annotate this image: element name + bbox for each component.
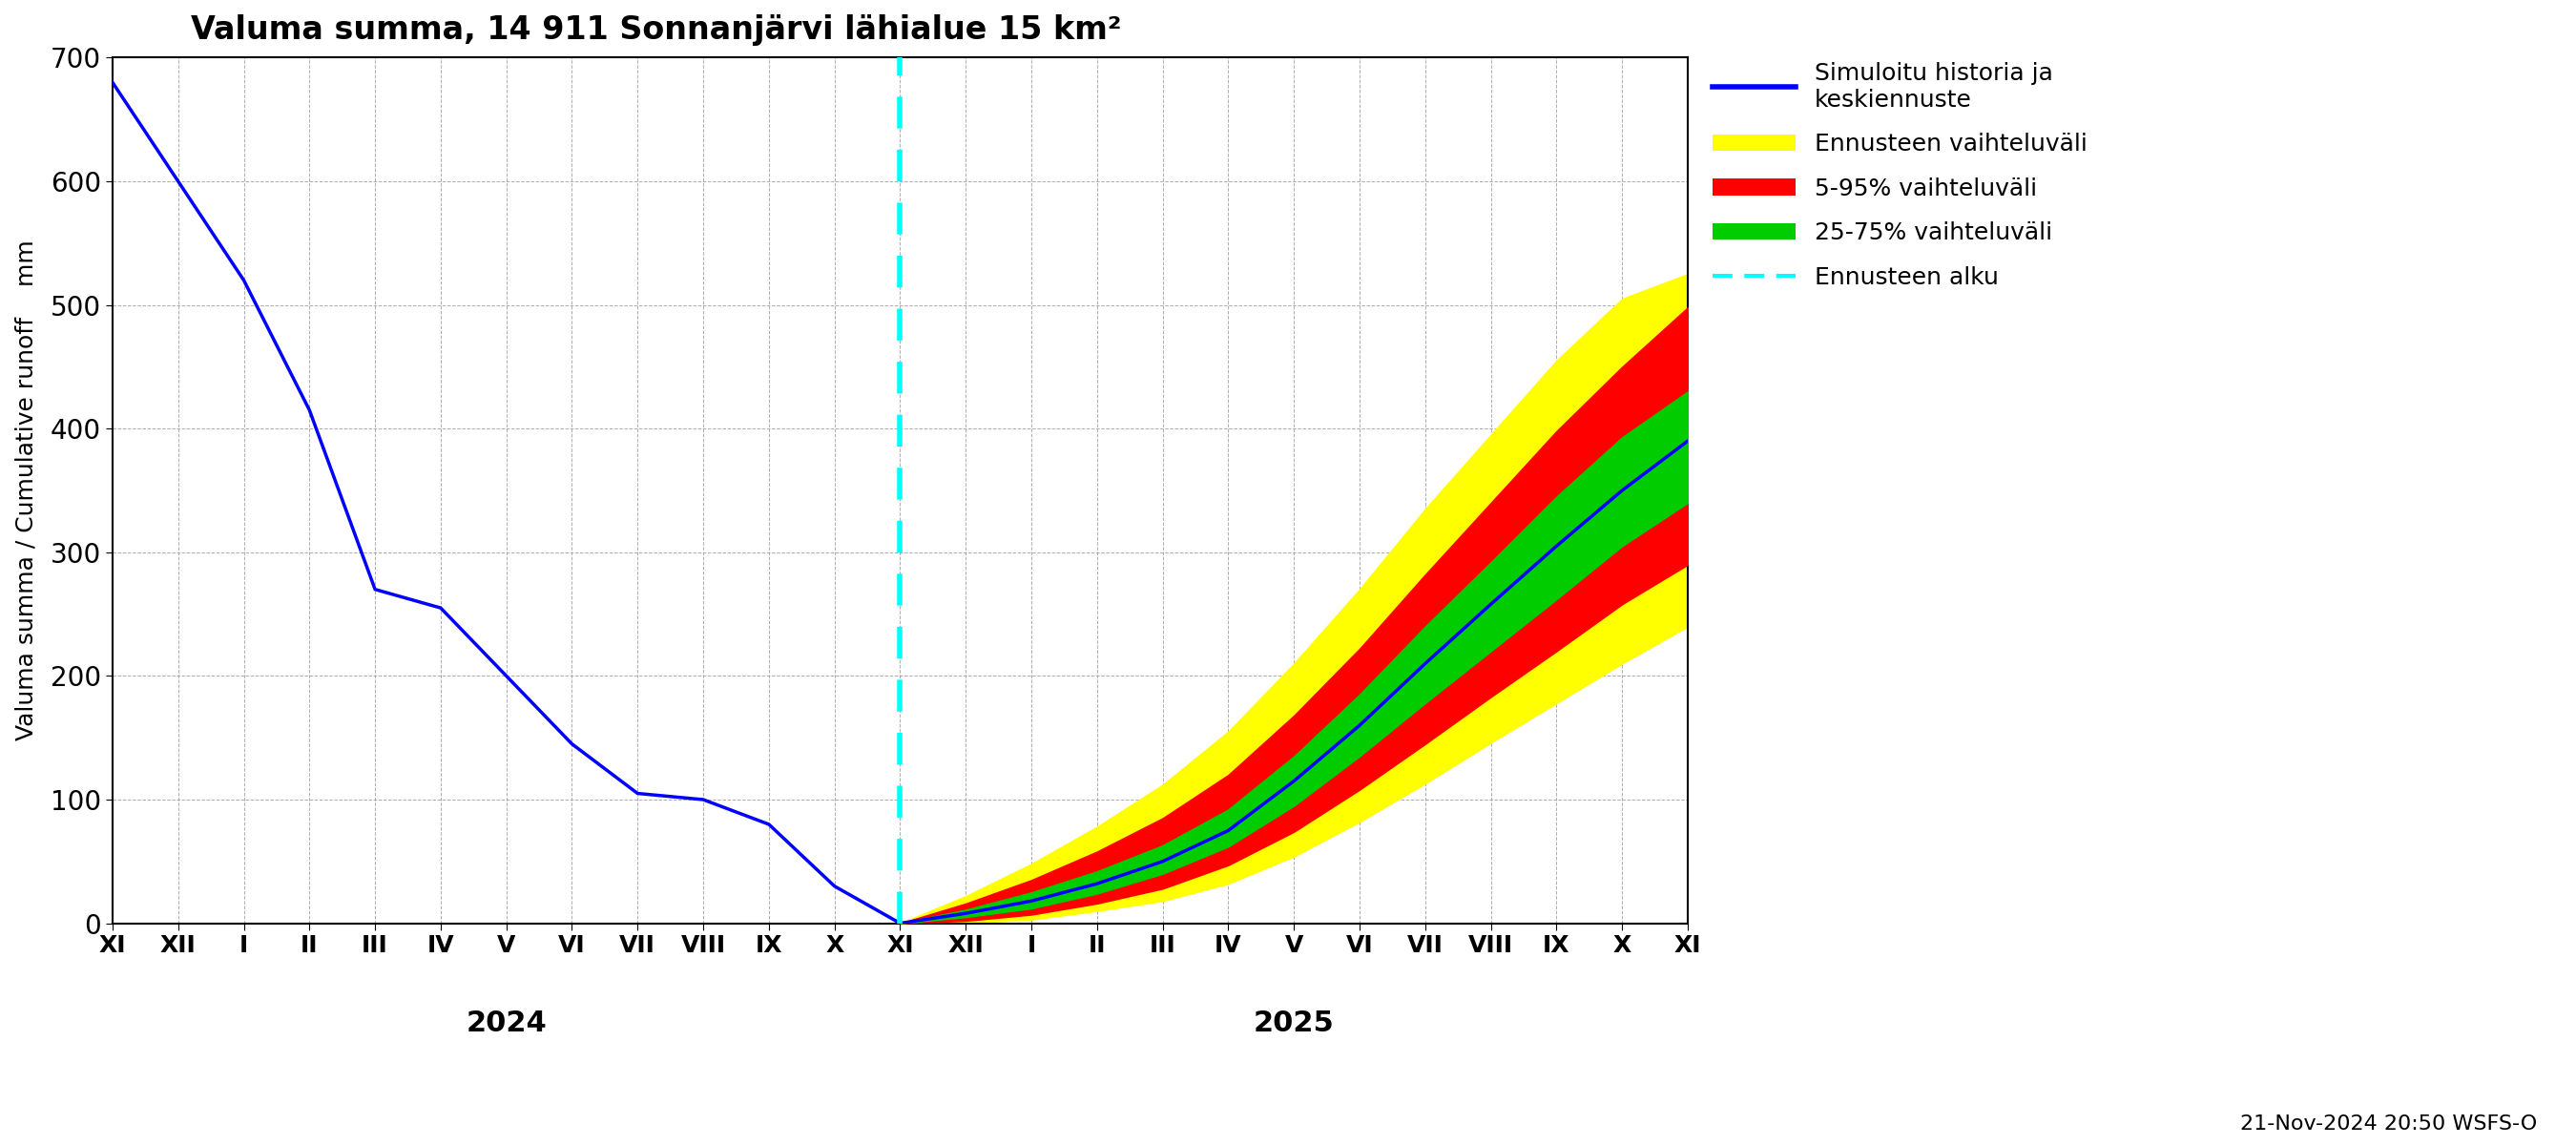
Text: 21-Nov-2024 20:50 WSFS-O: 21-Nov-2024 20:50 WSFS-O <box>2241 1114 2537 1134</box>
Legend: Simuloitu historia ja
keskiennuste, Ennusteen vaihteluväli, 5-95% vaihteluväli, : Simuloitu historia ja keskiennuste, Ennu… <box>1703 53 2097 299</box>
Text: 2024: 2024 <box>466 1010 546 1037</box>
Text: Valuma summa, 14 911 Sonnanjärvi lähialue 15 km²: Valuma summa, 14 911 Sonnanjärvi lähialu… <box>191 14 1123 46</box>
Y-axis label: Valuma summa / Cumulative runoff    mm: Valuma summa / Cumulative runoff mm <box>15 240 36 741</box>
Text: 2025: 2025 <box>1255 1010 1334 1037</box>
